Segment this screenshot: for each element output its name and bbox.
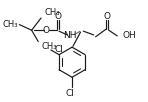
Text: O: O bbox=[42, 26, 49, 35]
Text: CH₃: CH₃ bbox=[2, 20, 17, 29]
Text: O: O bbox=[103, 12, 110, 21]
Text: CH₃: CH₃ bbox=[45, 8, 60, 17]
Text: NH: NH bbox=[63, 31, 77, 40]
Text: Cl: Cl bbox=[66, 89, 75, 98]
Text: CH₃: CH₃ bbox=[42, 42, 57, 51]
Text: O: O bbox=[54, 12, 61, 21]
Text: Cl: Cl bbox=[55, 45, 63, 54]
Text: OH: OH bbox=[123, 31, 137, 40]
